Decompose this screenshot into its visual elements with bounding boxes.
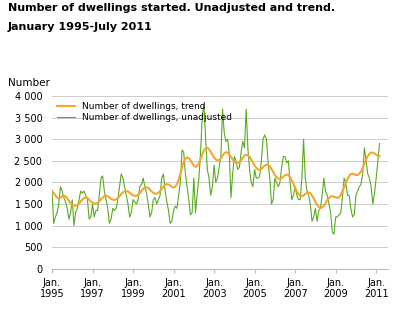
- Number of dwellings, trend: [318, 206, 323, 210]
- Legend: Number of dwellings, trend, Number of dwellings, unadjusted: Number of dwellings, trend, Number of dw…: [56, 102, 232, 123]
- Number of dwellings, trend: [68, 201, 73, 205]
- Number of dwellings, trend: [310, 193, 314, 197]
- Number of dwellings, unadjusted: [332, 232, 336, 236]
- Text: Number: Number: [8, 78, 50, 88]
- Number of dwellings, unadjusted: [345, 193, 350, 197]
- Number of dwellings, unadjusted: [377, 141, 382, 145]
- Number of dwellings, unadjusted: [68, 211, 73, 214]
- Number of dwellings, unadjusted: [50, 188, 54, 192]
- Line: Number of dwellings, trend: Number of dwellings, trend: [52, 148, 380, 208]
- Number of dwellings, unadjusted: [310, 220, 314, 223]
- Number of dwellings, trend: [333, 196, 338, 199]
- Line: Number of dwellings, unadjusted: Number of dwellings, unadjusted: [52, 105, 380, 234]
- Number of dwellings, trend: [224, 150, 228, 154]
- Number of dwellings, unadjusted: [224, 140, 228, 143]
- Number of dwellings, trend: [205, 146, 210, 150]
- Number of dwellings, trend: [50, 189, 54, 193]
- Text: Number of dwellings started. Unadjusted and trend.: Number of dwellings started. Unadjusted …: [8, 3, 335, 13]
- Number of dwellings, trend: [137, 191, 142, 195]
- Number of dwellings, unadjusted: [202, 103, 206, 107]
- Text: January 1995-July 2011: January 1995-July 2011: [8, 22, 153, 32]
- Number of dwellings, trend: [377, 154, 382, 158]
- Number of dwellings, unadjusted: [333, 215, 338, 219]
- Number of dwellings, unadjusted: [137, 185, 142, 188]
- Number of dwellings, trend: [345, 177, 350, 181]
